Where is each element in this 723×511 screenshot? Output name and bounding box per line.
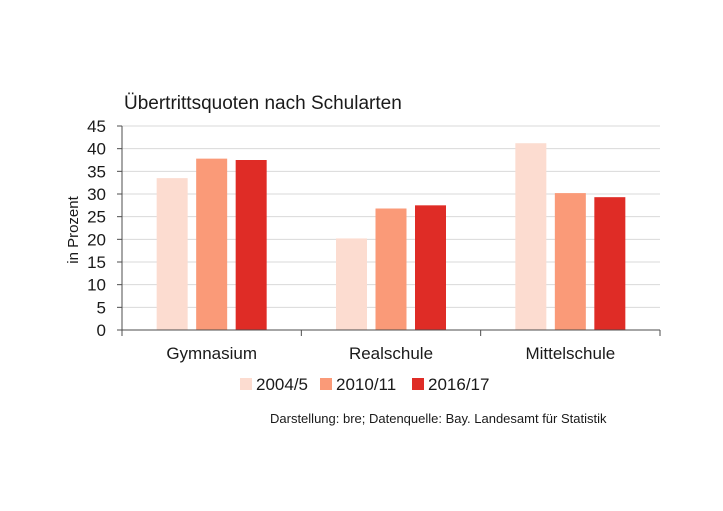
y-tick-labels: 0 5 10 15 20 25 30 35 40 45 — [87, 117, 106, 340]
category-label: Gymnasium — [166, 344, 257, 363]
legend: 2004/5 2010/11 2016/17 — [240, 375, 489, 394]
source-note: Darstellung: bre; Datenquelle: Bay. Land… — [270, 411, 607, 426]
y-tick-label: 45 — [87, 117, 106, 136]
y-axis-label: in Prozent — [65, 195, 82, 263]
bars — [156, 143, 626, 330]
bar — [156, 178, 188, 330]
y-tick-label: 20 — [87, 230, 106, 249]
bar — [336, 238, 367, 330]
y-tick-label: 35 — [87, 162, 106, 181]
legend-swatch — [412, 378, 424, 390]
legend-swatch — [320, 378, 332, 390]
y-tick-label: 10 — [87, 276, 106, 295]
legend-swatch — [240, 378, 252, 390]
bar — [196, 158, 228, 330]
y-tick-label: 30 — [87, 185, 106, 204]
category-label: Realschule — [349, 344, 433, 363]
bar — [594, 197, 626, 330]
category-label: Mittelschule — [525, 344, 615, 363]
y-tick-label: 5 — [97, 298, 106, 317]
axes — [117, 125, 661, 336]
bar — [375, 208, 407, 330]
legend-label: 2016/17 — [428, 375, 489, 394]
legend-label: 2004/5 — [256, 375, 308, 394]
bar — [235, 160, 267, 330]
y-tick-label: 0 — [97, 321, 106, 340]
chart-title: Übertrittsquoten nach Schularten — [124, 93, 402, 114]
y-tick-label: 40 — [87, 140, 106, 159]
y-tick-label: 15 — [87, 253, 106, 272]
bar — [554, 193, 586, 330]
y-tick-label: 25 — [87, 208, 106, 227]
legend-label: 2010/11 — [336, 375, 396, 394]
category-labels: Gymnasium Realschule Mittelschule — [166, 344, 615, 363]
bar — [515, 143, 547, 330]
bar — [415, 205, 446, 330]
